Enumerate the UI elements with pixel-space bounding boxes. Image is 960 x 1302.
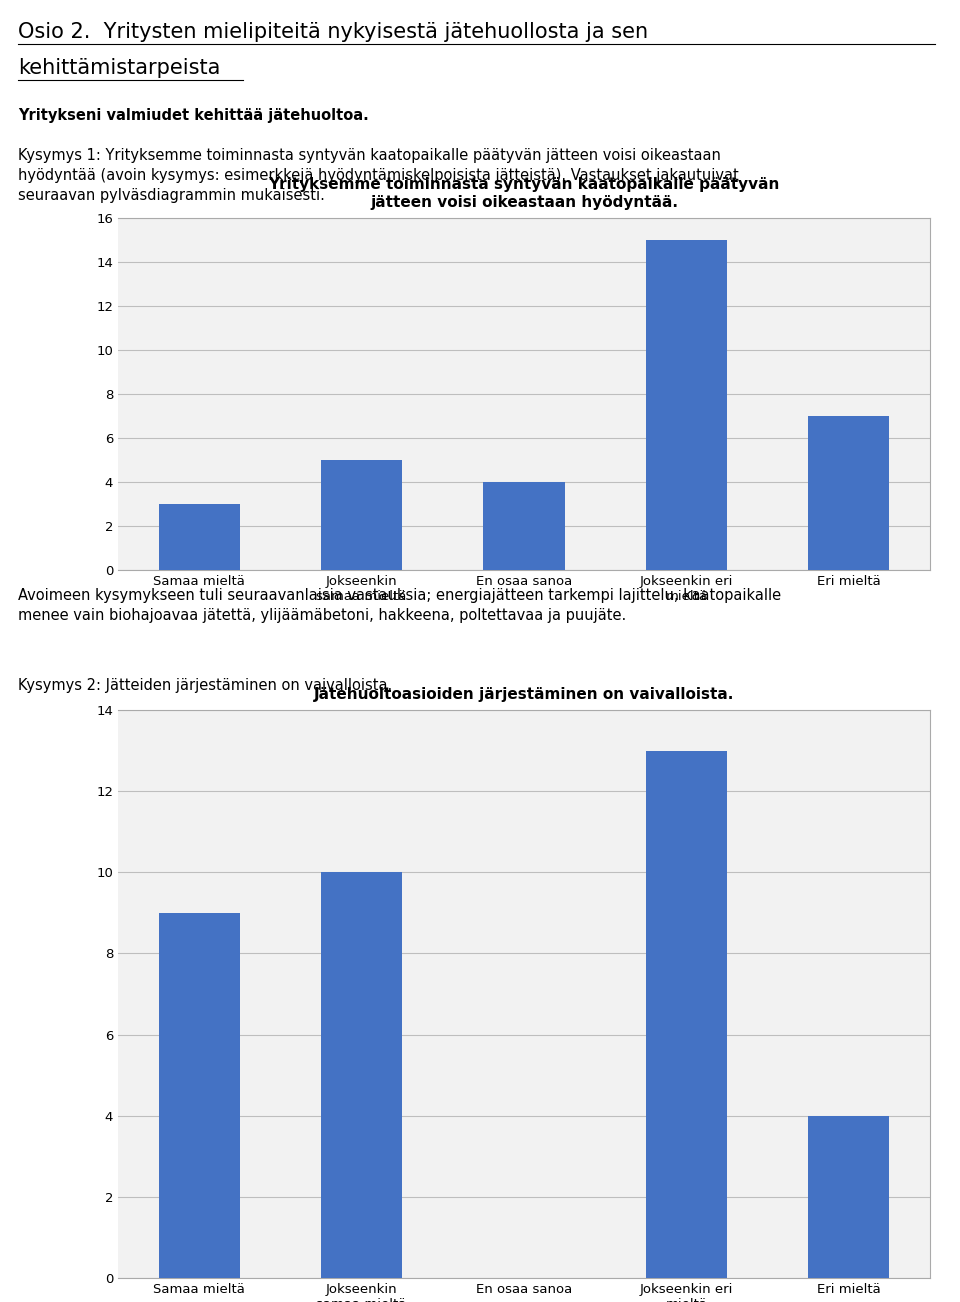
Text: Kysymys 2: Jätteiden järjestäminen on vaivalloista.: Kysymys 2: Jätteiden järjestäminen on va…: [18, 678, 393, 693]
Text: Kysymys 1: Yrityksemme toiminnasta syntyvän kaatopaikalle päätyvän jätteen voisi: Kysymys 1: Yrityksemme toiminnasta synty…: [18, 148, 721, 163]
Title: Jätehuoltoasioiden järjestäminen on vaivalloista.: Jätehuoltoasioiden järjestäminen on vaiv…: [314, 687, 734, 702]
Text: seuraavan pylväsdiagrammin mukaisesti.: seuraavan pylväsdiagrammin mukaisesti.: [18, 187, 324, 203]
Bar: [484, 482, 564, 570]
Bar: [808, 417, 889, 570]
Bar: [646, 750, 727, 1279]
Text: Osio 2.  Yritysten mielipiteitä nykyisestä jätehuollosta ja sen: Osio 2. Yritysten mielipiteitä nykyisest…: [18, 22, 648, 42]
Text: Avoimeen kysymykseen tuli seuraavanlaisia vastauksia; energiajätteen tarkempi la: Avoimeen kysymykseen tuli seuraavanlaisi…: [18, 589, 781, 603]
Bar: [646, 240, 727, 570]
Bar: [321, 460, 402, 570]
Text: menee vain biohajoavaa jätettä, ylijäämäbetoni, hakkeena, poltettavaa ja puujäte: menee vain biohajoavaa jätettä, ylijäämä…: [18, 608, 626, 622]
Bar: [808, 1116, 889, 1279]
Text: Yritykseni valmiudet kehittää jätehuoltoa.: Yritykseni valmiudet kehittää jätehuolto…: [18, 108, 369, 122]
Bar: [321, 872, 402, 1279]
Title: Yrityksemme toiminnasta syntyvän kaatopaikalle päätyvän
jätteen voisi oikeastaan: Yrityksemme toiminnasta syntyvän kaatopa…: [268, 177, 780, 210]
Bar: [158, 913, 240, 1279]
Bar: [158, 504, 240, 570]
Text: kehittämistarpeista: kehittämistarpeista: [18, 59, 221, 78]
Text: hyödyntää (avoin kysymys: esimerkkejä hyödyntämiskelpoisista jätteistä). Vastauk: hyödyntää (avoin kysymys: esimerkkejä hy…: [18, 168, 739, 184]
